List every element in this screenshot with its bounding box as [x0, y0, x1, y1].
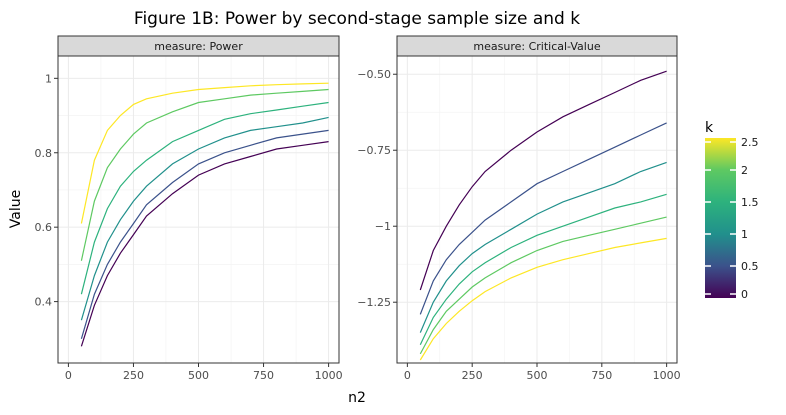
y-tick-label: −0.50: [357, 68, 391, 81]
series-line-k-1-5: [80, 101, 329, 295]
legend-tick-label: 0.5: [741, 260, 759, 273]
chart-title: Figure 1B: Power by second-stage sample …: [134, 9, 580, 29]
series-line-k-1: [80, 116, 329, 321]
x-tick-label: 500: [527, 369, 548, 382]
y-tick-label: 0.8: [35, 147, 53, 160]
series-line-k-0-5: [80, 129, 329, 339]
panel-power: measure: Power 0 250 500 750 1000 0.4 0.6 0.8 1: [35, 35, 343, 382]
y-tick-label: −1: [375, 220, 391, 233]
x-tick-label: 0: [404, 369, 411, 382]
series-line-k-0: [80, 141, 329, 347]
y-tick-label: 0.6: [35, 221, 53, 234]
y-tick-label: 0.4: [35, 296, 53, 309]
series-line-k-1-5: [419, 193, 667, 346]
legend-tick-label: 2.5: [741, 136, 759, 149]
y-tick-label: −0.75: [357, 144, 391, 157]
x-tick-label: 750: [591, 369, 612, 382]
x-tick-label: 250: [123, 369, 144, 382]
series-line-k-0-5: [419, 122, 667, 315]
x-tick-label: 1000: [315, 369, 343, 382]
legend-ticks: 0 0.5 1 1.5 2 2.5: [705, 136, 759, 301]
series-line-k-2-5: [80, 82, 329, 224]
legend-tick-label: 2: [741, 164, 748, 177]
series-line-k-0: [419, 70, 667, 291]
legend-tick-label: 1.5: [741, 196, 759, 209]
y-tick-label: 1: [45, 72, 52, 85]
panel-border: [396, 55, 678, 364]
strip-label: measure: Critical-Value: [473, 40, 600, 53]
y-axis-title: Value: [8, 190, 24, 228]
x-tick-label: 750: [253, 369, 274, 382]
y-tick-label: −1.25: [357, 296, 391, 309]
x-tick-label: 1000: [653, 369, 681, 382]
x-axis-title: n2: [348, 390, 366, 406]
x-tick-label: 500: [188, 369, 209, 382]
series-line-k-2: [80, 88, 329, 261]
legend-colorbar: [705, 138, 736, 298]
series-line-k-1: [419, 161, 667, 333]
x-tick-label: 250: [462, 369, 483, 382]
legend-title: k: [705, 120, 714, 136]
strip-label: measure: Power: [154, 40, 243, 53]
legend-tick-label: 1: [741, 228, 748, 241]
legend-tick-label: 0: [741, 288, 748, 301]
series-line-k-2: [419, 216, 667, 355]
panel-border: [57, 55, 340, 364]
legend: k 0 0.5 1 1.5 2 2.5: [705, 120, 759, 301]
x-tick-label: 0: [65, 369, 72, 382]
panel-critical-value: measure: Critical-Value 0 250 500 750 1000 −1.…: [357, 35, 681, 382]
series-line-k-2-5: [419, 237, 667, 361]
